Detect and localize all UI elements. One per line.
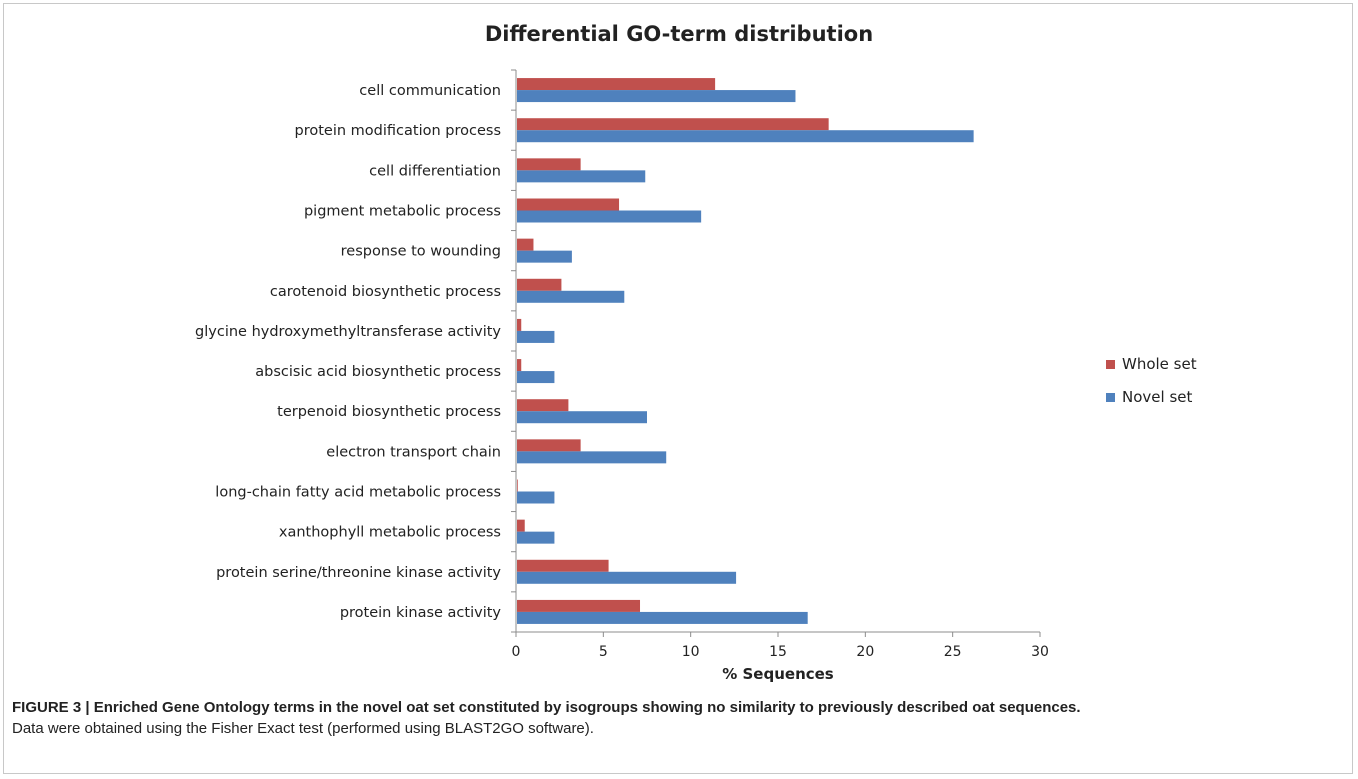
- bar-whole-set: [517, 318, 522, 331]
- category-label: protein modification process: [295, 123, 501, 139]
- category-label: xanthophyll metabolic process: [279, 525, 501, 541]
- bar-novel-set: [517, 330, 555, 343]
- caption-title: FIGURE 3 | Enriched Gene Ontology terms …: [12, 699, 1081, 716]
- bar-novel-set: [517, 90, 796, 103]
- bar-whole-set: [517, 359, 522, 372]
- bar-novel-set: [517, 611, 808, 624]
- bar-whole-set: [517, 198, 620, 211]
- caption-text: Data were obtained using the Fisher Exac…: [12, 720, 594, 737]
- bar-novel-set: [517, 290, 625, 303]
- bar-whole-set: [517, 238, 534, 251]
- category-label: electron transport chain: [326, 444, 501, 460]
- legend-swatch: [1106, 360, 1115, 369]
- bar-whole-set: [517, 278, 562, 291]
- figure-caption: FIGURE 3 | Enriched Gene Ontology terms …: [12, 697, 1348, 739]
- bar-whole-set: [517, 78, 716, 91]
- category-label: cell communication: [359, 83, 501, 99]
- bar-whole-set: [517, 158, 581, 171]
- bar-novel-set: [517, 531, 555, 544]
- legend-label: Novel set: [1122, 388, 1192, 406]
- bar-whole-set: [517, 439, 581, 452]
- bar-whole-set: [517, 519, 525, 532]
- chart-title: Differential GO-term distribution: [484, 22, 874, 46]
- bar-novel-set: [517, 571, 737, 584]
- x-tick-label: 30: [1031, 644, 1049, 660]
- category-label: response to wounding: [341, 244, 501, 260]
- bar-whole-set: [517, 118, 829, 131]
- x-axis-label: % Sequences: [722, 665, 834, 683]
- legend-swatch: [1106, 393, 1115, 402]
- category-label: carotenoid biosynthetic process: [270, 284, 501, 300]
- bar-novel-set: [517, 170, 646, 183]
- figure-frame: [3, 3, 1353, 774]
- bar-novel-set: [517, 210, 702, 223]
- bar-novel-set: [517, 411, 647, 424]
- x-tick-label: 5: [599, 644, 608, 660]
- category-label: glycine hydroxymethyltransferase activit…: [195, 324, 501, 340]
- legend-label: Whole set: [1122, 355, 1197, 373]
- x-tick-label: 20: [856, 644, 874, 660]
- category-label: protein serine/threonine kinase activity: [216, 565, 501, 581]
- category-label: abscisic acid biosynthetic process: [255, 364, 501, 380]
- bar-novel-set: [517, 250, 572, 263]
- bar-chart: 0 5 10 15 20 25 30 % Sequences cell communicatio…: [195, 69, 1197, 683]
- category-label: pigment metabolic process: [304, 204, 501, 220]
- bar-whole-set: [517, 399, 569, 412]
- bar-whole-set: [517, 599, 641, 612]
- bar-novel-set: [517, 451, 667, 464]
- x-tick-label: 25: [944, 644, 962, 660]
- category-label: terpenoid biosynthetic process: [277, 404, 501, 420]
- bar-novel-set: [517, 130, 974, 143]
- bar-novel-set: [517, 371, 555, 384]
- category-label: cell differentiation: [369, 163, 501, 179]
- bar-whole-set: [517, 479, 518, 492]
- category-label: long-chain fatty acid metabolic process: [215, 485, 501, 501]
- bar-novel-set: [517, 491, 555, 504]
- x-tick-label: 0: [512, 644, 521, 660]
- x-tick-label: 15: [769, 644, 787, 660]
- x-tick-label: 10: [682, 644, 700, 660]
- category-label: protein kinase activity: [340, 605, 502, 621]
- bar-whole-set: [517, 559, 609, 572]
